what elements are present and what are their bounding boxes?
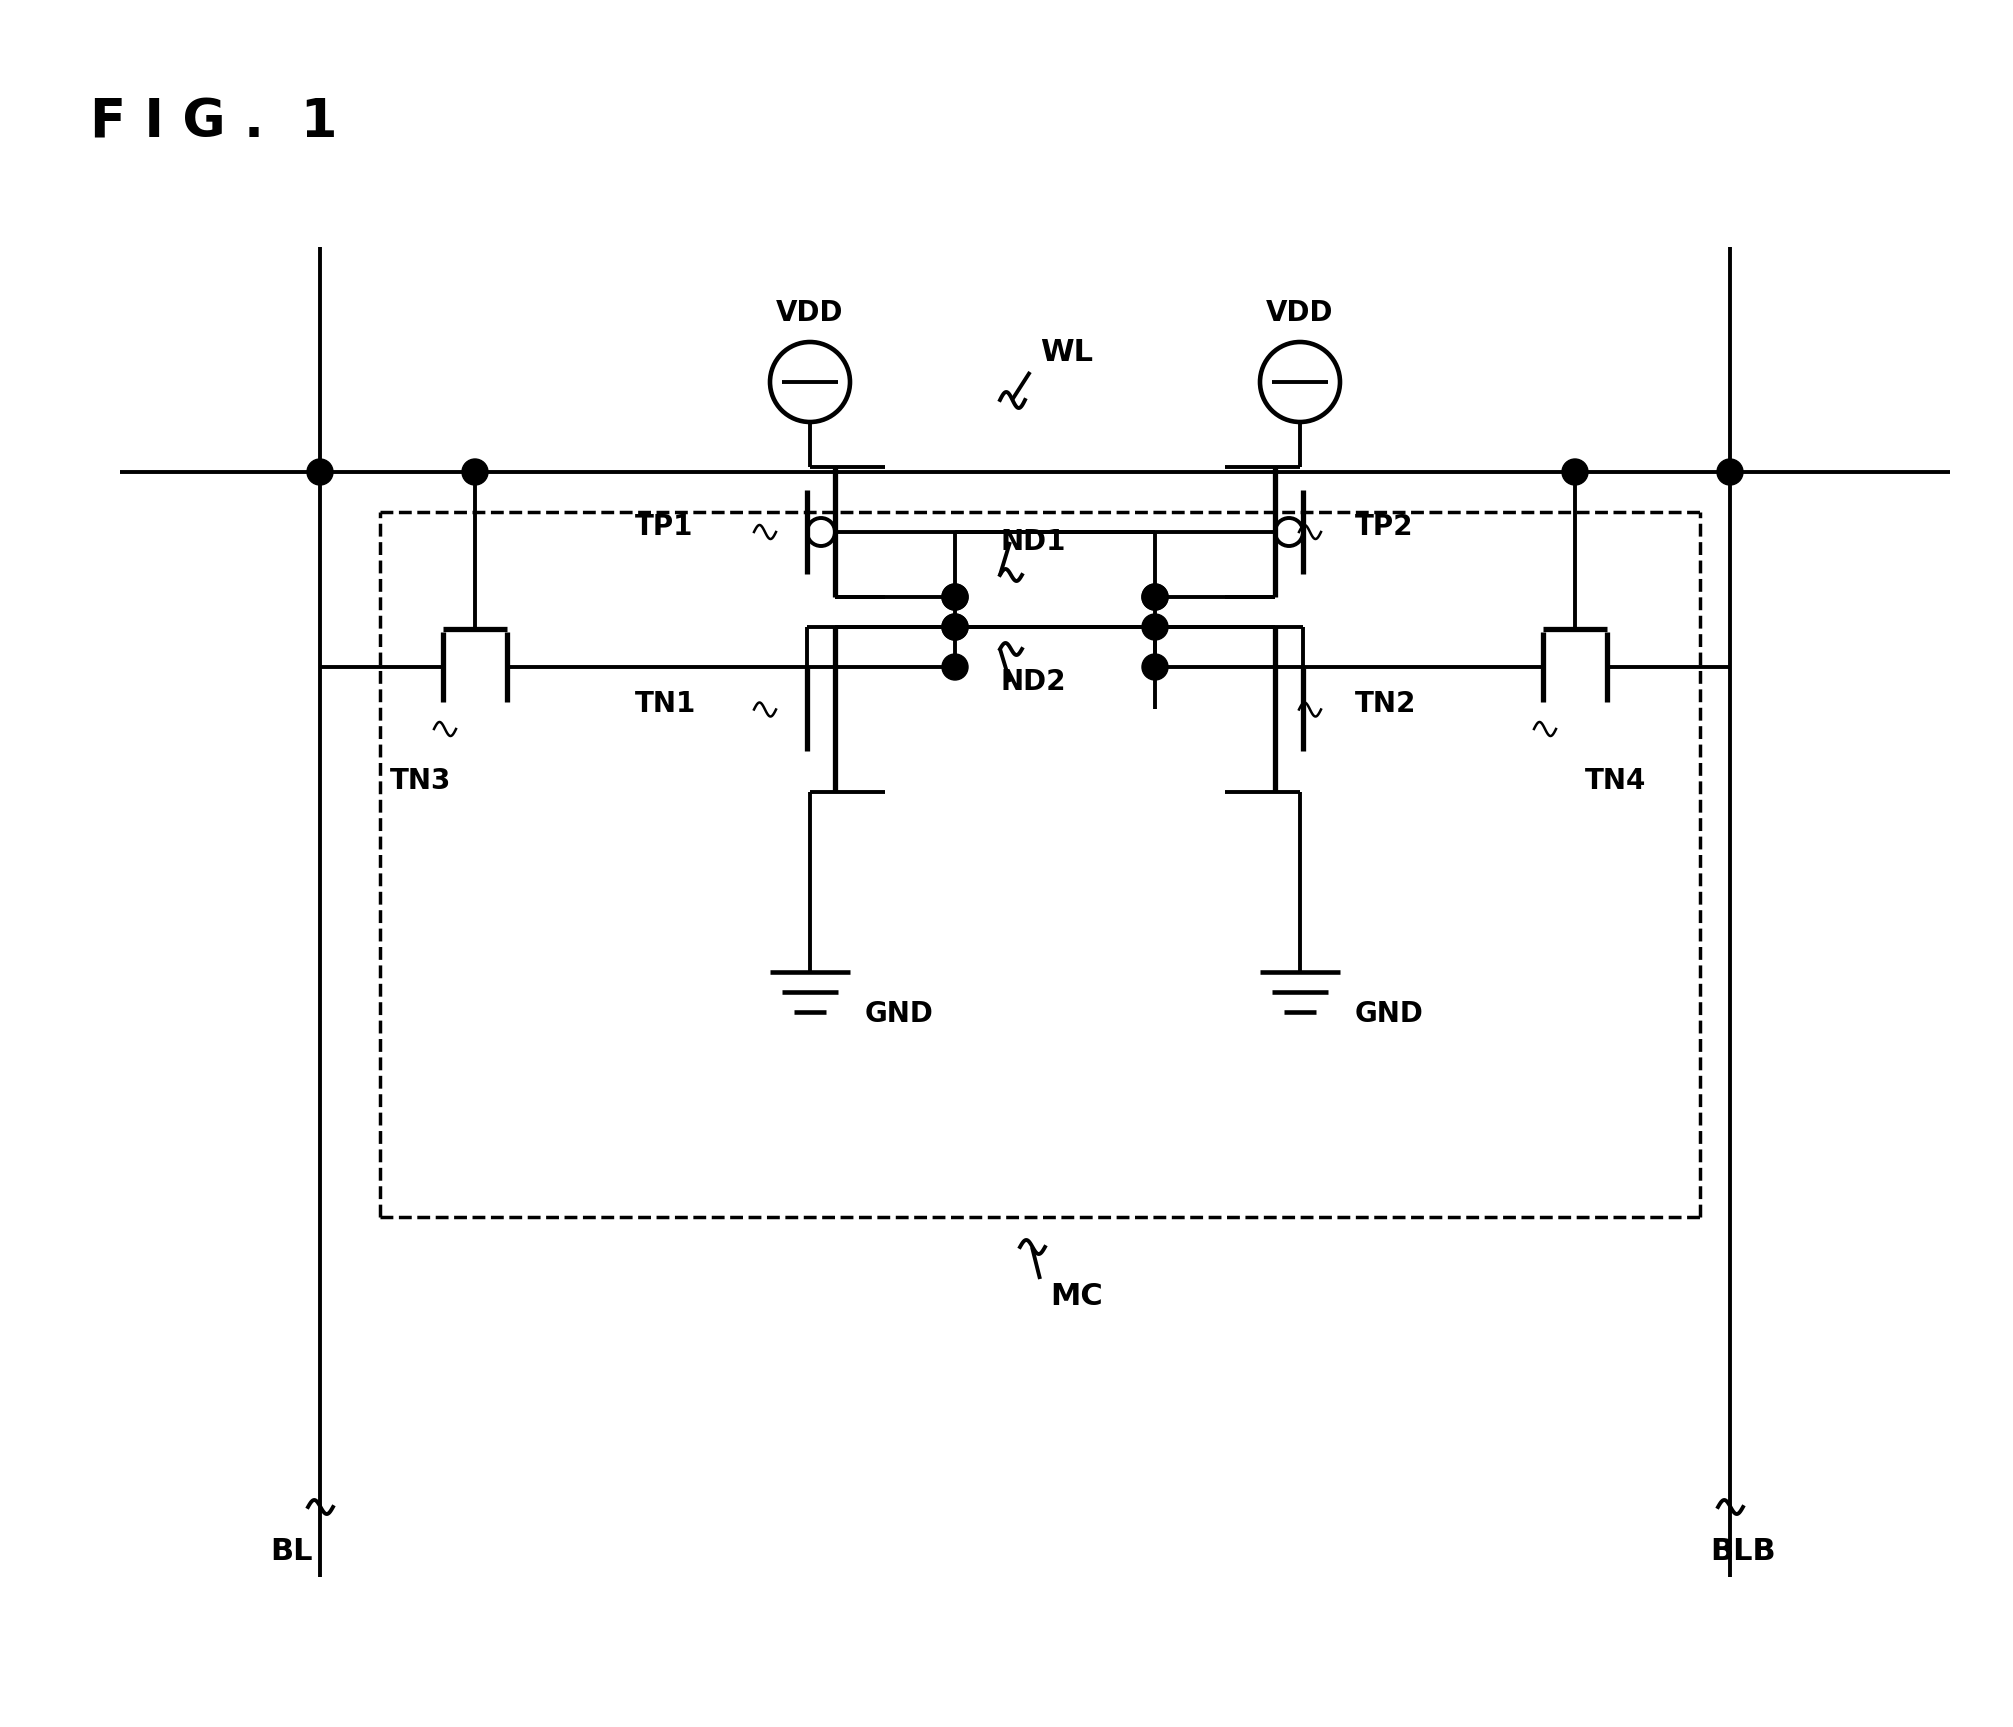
Circle shape xyxy=(1141,615,1168,641)
Circle shape xyxy=(463,459,487,485)
Circle shape xyxy=(942,584,968,610)
Text: GND: GND xyxy=(1355,1000,1423,1028)
Circle shape xyxy=(1141,584,1168,610)
Text: TP2: TP2 xyxy=(1355,513,1413,541)
Text: ND2: ND2 xyxy=(1000,668,1065,696)
Circle shape xyxy=(1141,655,1168,680)
Text: TN1: TN1 xyxy=(634,691,696,718)
Text: GND: GND xyxy=(866,1000,934,1028)
Text: MC: MC xyxy=(1051,1281,1103,1311)
Text: WL: WL xyxy=(1041,338,1093,368)
Circle shape xyxy=(942,655,968,680)
Circle shape xyxy=(1141,584,1168,610)
Circle shape xyxy=(1562,459,1588,485)
Text: BLB: BLB xyxy=(1709,1537,1775,1566)
Text: TN2: TN2 xyxy=(1355,691,1417,718)
Text: VDD: VDD xyxy=(1266,299,1335,326)
Text: BL: BL xyxy=(270,1537,312,1566)
Circle shape xyxy=(942,615,968,641)
Circle shape xyxy=(942,584,968,610)
Text: ND1: ND1 xyxy=(1000,528,1065,556)
Circle shape xyxy=(308,459,332,485)
Text: VDD: VDD xyxy=(777,299,843,326)
Text: TP1: TP1 xyxy=(634,513,692,541)
Circle shape xyxy=(942,615,968,641)
Circle shape xyxy=(1717,459,1743,485)
Text: TN4: TN4 xyxy=(1584,767,1647,794)
Text: TN3: TN3 xyxy=(391,767,451,794)
Text: F I G .  1: F I G . 1 xyxy=(91,97,338,149)
